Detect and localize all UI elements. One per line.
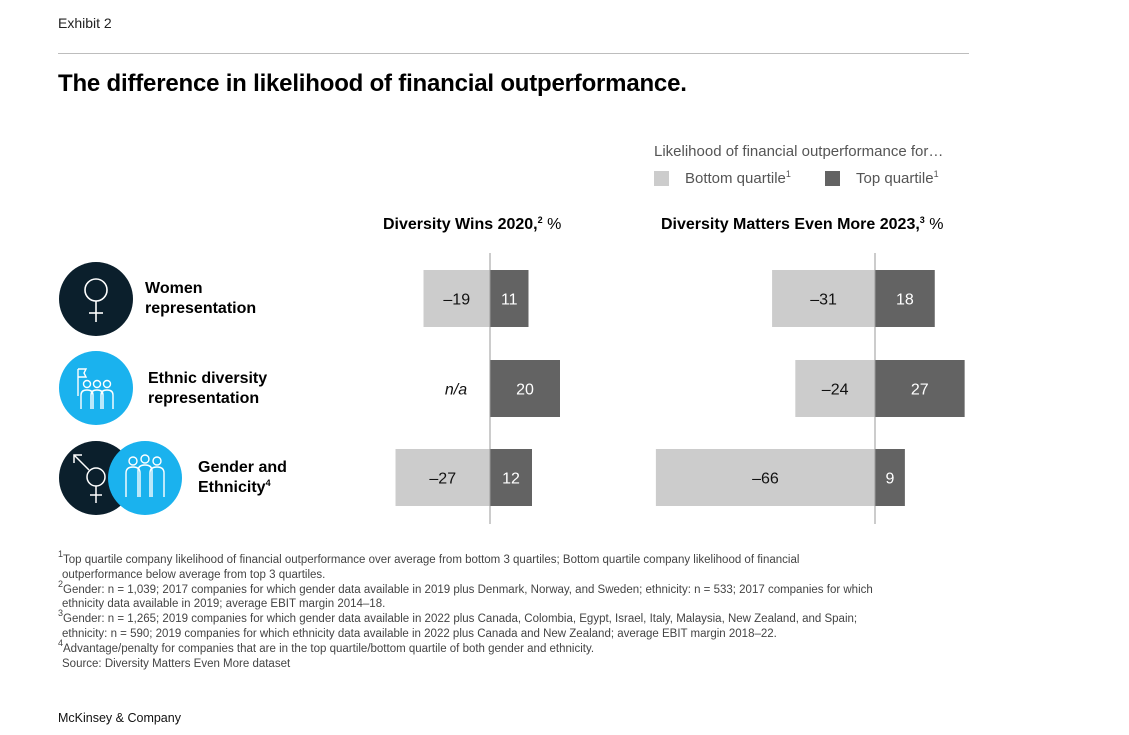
legend-item-top-quartile: Top quartile1: [825, 170, 939, 187]
bar-bottom-2020-row1: [423, 270, 490, 327]
row-label-ethnic-diversity: Ethnic diversity representation: [148, 370, 268, 407]
label-bottom-2023-row2: –24: [822, 382, 849, 399]
bar-bottom-2020-row3: [395, 449, 490, 506]
label-bottom-2020-row1: –19: [443, 292, 470, 309]
chart-title: The difference in likelihood of financia…: [58, 70, 687, 97]
brand-footer: McKinsey & Company: [58, 711, 181, 725]
exhibit-label: Exhibit 2: [58, 15, 112, 31]
bar-top-2020-row1: [490, 270, 529, 327]
panel-title-2023: Diversity Matters Even More 2023,3 %: [661, 215, 944, 234]
bar-top-2023-row1: [875, 270, 935, 327]
label-top-2023-row2: 27: [911, 382, 929, 399]
footnote-3: 3Gender: n = 1,265; 2019 companies for w…: [58, 608, 858, 626]
label-top-2023-row1: 18: [896, 292, 914, 309]
footnotes: 1Top quartile company likelihood of fina…: [58, 549, 958, 671]
header-divider: [58, 53, 969, 54]
bar-top-2023-row2: [875, 360, 965, 417]
legend-swatch-bottom: [654, 171, 669, 186]
legend-item-bottom-quartile: Bottom quartile1: [654, 170, 791, 187]
label-top-2020-row3: 12: [502, 471, 520, 488]
label-top-2020-row1: 11: [501, 292, 518, 309]
footnote-2: 2Gender: n = 1,039; 2017 companies for w…: [58, 578, 873, 596]
label-bottom-2023-row1: –31: [810, 292, 837, 309]
footnote-1: 1Top quartile company likelihood of fina…: [58, 549, 800, 567]
legend-title: Likelihood of financial outperformance f…: [654, 143, 944, 160]
footnote-2-continued: ethnicity data available in 2019; averag…: [62, 598, 386, 611]
footnote-1-continued: outperformance below average from top 3 …: [62, 568, 326, 581]
footnote-4: 4Advantage/penalty for companies that ar…: [58, 637, 595, 655]
legend-swatch-top: [825, 171, 840, 186]
label-top-2020-row2: 20: [516, 382, 534, 399]
bar-top-2020-row2: [490, 360, 560, 417]
legend-label-top: Top quartile1: [856, 169, 939, 188]
diverse-people-group-icon: [59, 351, 133, 425]
panel-title-2020: Diversity Wins 2020,2 %: [383, 215, 562, 234]
legend-label-bottom: Bottom quartile1: [685, 169, 791, 188]
row-label-gender-ethnicity: Gender and Ethnicity4: [198, 459, 287, 496]
bar-bottom-2023-row3: [655, 449, 875, 506]
label-top-2023-row3: 9: [885, 471, 894, 488]
label-bottom-2023-row3: –66: [752, 471, 779, 488]
label-bottom-2020-row3: –27: [429, 471, 456, 488]
row-label-women: Women representation: [145, 280, 257, 317]
footnote-3-continued: ethnicity: n = 590; 2019 companies for w…: [62, 627, 777, 640]
bar-bottom-2023-row2: [795, 360, 875, 417]
bar-top-2023-row3: [875, 449, 905, 506]
label-bottom-2020-row2: n/a: [445, 382, 467, 399]
bar-top-2020-row3: [490, 449, 532, 506]
gender-symbol-and-people-group-icon: [59, 441, 183, 515]
female-symbol-icon: [59, 262, 133, 336]
source-note: Source: Diversity Matters Even More data…: [62, 657, 291, 670]
bar-bottom-2023-row1: [772, 270, 875, 327]
